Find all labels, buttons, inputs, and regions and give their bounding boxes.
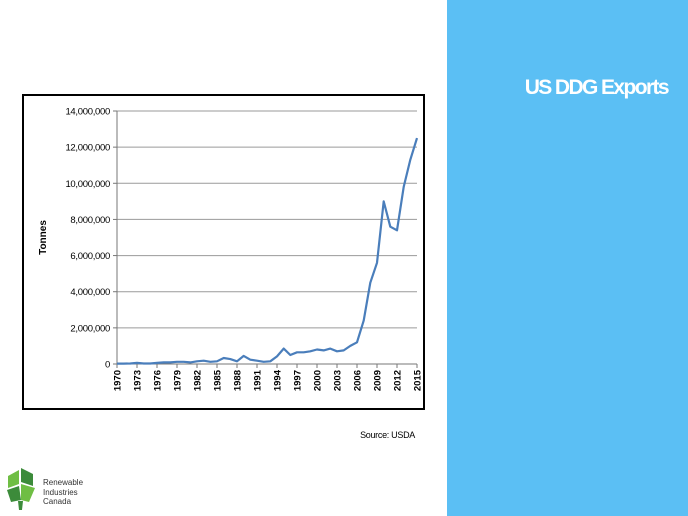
x-tick-label: 1982 bbox=[193, 370, 204, 391]
x-tick-label: 1985 bbox=[213, 369, 224, 391]
slide-title: US DDG Exports bbox=[524, 76, 670, 99]
x-tick-label: 1970 bbox=[113, 370, 124, 391]
x-tick-label: 2015 bbox=[413, 369, 424, 391]
x-tick-label: 1988 bbox=[233, 370, 244, 391]
source-note: Source: USDA bbox=[360, 430, 415, 440]
title-panel bbox=[447, 0, 688, 516]
x-tick-label: 2000 bbox=[313, 370, 324, 391]
y-tick-label: 2,000,000 bbox=[70, 323, 110, 334]
y-axis-label: Tonnes bbox=[38, 220, 49, 255]
x-tick-label: 2009 bbox=[373, 370, 384, 391]
y-tick-label: 4,000,000 bbox=[70, 287, 110, 298]
y-tick-label: 10,000,000 bbox=[65, 179, 110, 190]
x-tick-label: 1997 bbox=[293, 370, 304, 391]
x-tick-label: 1973 bbox=[133, 370, 144, 391]
line-chart: 0 2,000,000 4,000,000 6,000,000 8,000,000 10,… bbox=[38, 107, 424, 392]
x-tick-label: 1979 bbox=[173, 370, 184, 391]
series-line bbox=[117, 137, 419, 365]
y-tick-label: 0 bbox=[105, 360, 110, 371]
x-tick-label: 2003 bbox=[333, 370, 344, 391]
y-tick-label: 6,000,000 bbox=[70, 251, 110, 262]
x-tick-label: 1991 bbox=[253, 369, 264, 391]
company-logo: Renewable Industries Canada bbox=[5, 466, 105, 512]
logo-line-1: Renewable bbox=[43, 478, 84, 487]
y-tick-label: 8,000,000 bbox=[70, 215, 110, 226]
x-tick-label: 1976 bbox=[153, 370, 164, 391]
logo-line-2: Industries bbox=[43, 487, 78, 497]
chart-frame: 0 2,000,000 4,000,000 6,000,000 8,000,000 10,… bbox=[22, 94, 425, 410]
y-tick-label: 14,000,000 bbox=[65, 107, 110, 118]
x-tick-label: 2012 bbox=[393, 370, 404, 391]
y-tick-label: 12,000,000 bbox=[65, 143, 110, 154]
logo-wordmark: Renewable Industries Canada bbox=[43, 478, 83, 507]
logo-line-3: Canada bbox=[43, 497, 72, 506]
x-tick-label: 2006 bbox=[353, 370, 364, 391]
x-tick-label: 1994 bbox=[273, 369, 284, 391]
leaf-logo-icon bbox=[7, 468, 35, 510]
